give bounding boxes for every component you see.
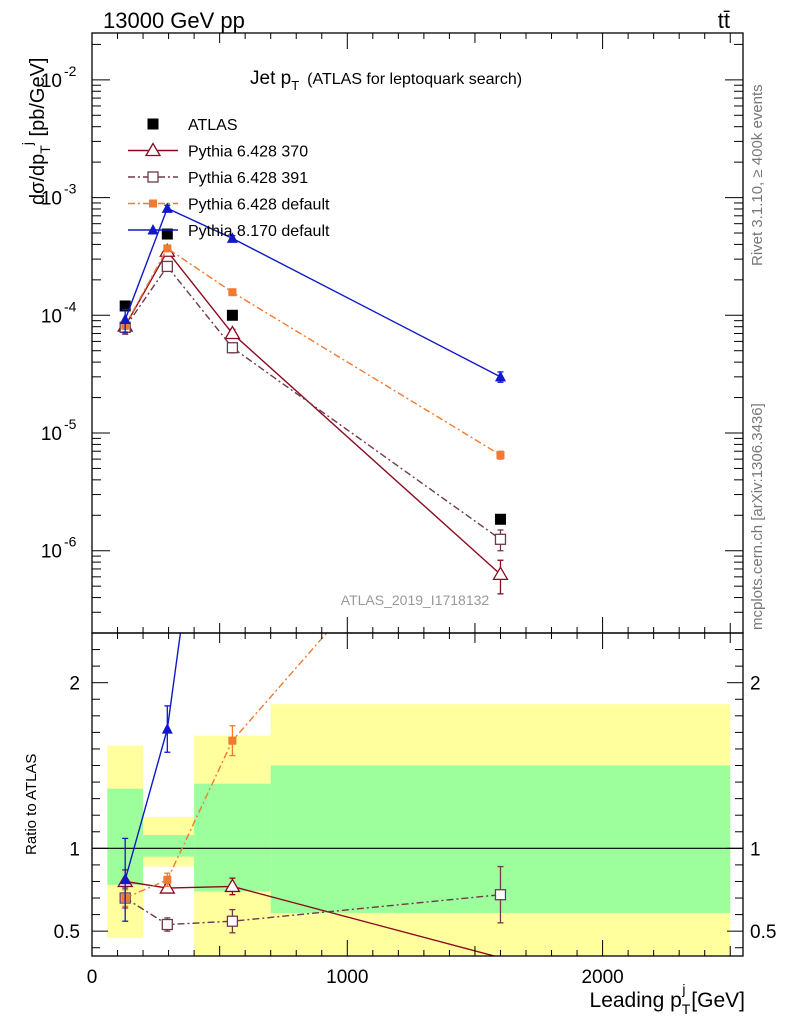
ratio-y-tick-label-left: 1 <box>69 839 80 860</box>
data-point-atlas <box>161 228 173 240</box>
data-point-pythia-6-428-391 <box>226 342 239 354</box>
ratio-point-pythia-6-428-391 <box>494 889 507 901</box>
data-point-pythia-6-428-391 <box>161 260 173 273</box>
legend-marker-pythia-6-428-391 <box>147 171 159 183</box>
series-line-pythia-8-170-default <box>124 207 501 378</box>
data-point-pythia-8-170-default <box>119 313 131 325</box>
y-tick-label-top-exp: -4 <box>64 298 77 314</box>
ratio-point-pythia-6-428-391 <box>161 918 173 931</box>
mcplots-label: mcplots.cern.ch [arXiv:1306.3436] <box>749 403 766 630</box>
ratio-point-pythia-6-428-default <box>163 875 172 884</box>
top-panel-series <box>117 202 509 595</box>
chart-title-main: Jet p <box>250 68 291 89</box>
x-axis-label: Leading pTj [GeV] <box>590 981 745 1017</box>
ratio-line-pythia-8-170-default <box>124 633 182 880</box>
series-line-pythia-6-428-391 <box>124 265 501 540</box>
ratio-point-pythia-6-428-391 <box>226 915 239 927</box>
data-point-pythia-8-170-default <box>226 232 238 243</box>
y-tick-label-top: 10 <box>41 306 62 327</box>
ratio-point-pythia-6-428-370 <box>224 878 241 893</box>
x-tick-label: 0 <box>87 967 98 988</box>
y-axis-label-top: dσ/dpTj [pb/GeV] <box>19 58 53 205</box>
y-tick-label-top: 10 <box>41 189 62 210</box>
analysis-id: ATLAS_2019_I1718132 <box>341 592 490 608</box>
data-point-pythia-6-428-370 <box>492 566 509 580</box>
ratio-line-pythia-6-428-default <box>124 633 328 899</box>
process-label: 13000 GeV pp <box>103 8 245 33</box>
ratio-y-tick-label-right: 2 <box>750 674 761 695</box>
ratio-line-pythia-6-428-370 <box>125 880 497 956</box>
y-tick-label-top-exp: -5 <box>64 416 77 432</box>
ratio-point-pythia-8-170-default <box>119 873 131 885</box>
legend-marker-pythia-6-428-default <box>149 199 157 208</box>
green-band <box>194 783 271 892</box>
y-tick-label-top: 10 <box>41 424 62 445</box>
ratio-y-tick-label-left: 0.5 <box>54 922 80 943</box>
axis-ticks <box>91 33 743 956</box>
uncertainty-bands <box>107 704 731 956</box>
chart-title-rest: (ATLAS for leptoquark search) <box>307 71 522 88</box>
legend: ATLAS Pythia 6.428 370 Pythia 6.428 391 Pyt… <box>128 117 330 240</box>
y-tick-label-top-exp: -2 <box>64 63 77 79</box>
y-tick-label-top: 10 <box>41 71 62 92</box>
y-tick-label-top-exp: -3 <box>64 181 77 197</box>
x-tick-label: 1000 <box>326 967 368 988</box>
data-point-pythia-8-170-default <box>494 370 506 382</box>
chart-title: Jet pT (ATLAS for leptoquark search) <box>250 68 522 93</box>
ratio-point-pythia-6-428-default <box>228 736 237 745</box>
data-point-pythia-6-428-default <box>228 288 237 297</box>
ratio-point-pythia-6-428-370 <box>159 879 176 894</box>
chart-title-sub: T <box>291 78 299 93</box>
rivet-label: Rivet 3.1.10, ≥ 400k events <box>749 84 766 266</box>
legend-label-pythia-6-428-391: Pythia 6.428 391 <box>188 170 308 187</box>
ratio-y-tick-label-left: 2 <box>69 674 80 695</box>
data-point-pythia-6-428-391 <box>494 533 507 545</box>
series-line-pythia-6-428-370 <box>124 249 501 575</box>
y-tick-label-top-exp: -6 <box>64 534 77 550</box>
legend-marker-atlas <box>147 118 159 130</box>
data-point-atlas <box>119 300 131 312</box>
legend-label-pythia-6-428-default: Pythia 6.428 default <box>188 197 330 214</box>
legend-label-pythia-6-428-370: Pythia 6.428 370 <box>188 144 308 161</box>
legend-label-pythia-8-170-default: Pythia 8.170 default <box>188 223 330 240</box>
ratio-y-tick-label-right: 0.5 <box>750 922 776 943</box>
ratio-panel-frame <box>91 632 744 957</box>
data-point-pythia-6-428-default <box>163 244 172 253</box>
data-point-pythia-6-428-370 <box>224 325 241 340</box>
ratio-point-pythia-8-170-default <box>161 723 173 734</box>
y-axis-label-ratio: Ratio to ATLAS <box>23 754 40 855</box>
data-point-pythia-8-170-default <box>161 202 173 213</box>
legend-marker-pythia-6-428-370 <box>144 142 162 157</box>
data-point-atlas <box>226 309 238 321</box>
y-tick-label-top: 10 <box>41 542 62 563</box>
legend-marker-pythia-8-170-default <box>147 224 159 235</box>
ratio-y-tick-label-right: 1 <box>750 839 761 860</box>
data-point-atlas <box>494 513 506 525</box>
ratio-panel-series <box>117 633 507 956</box>
legend-label-atlas: ATLAS <box>188 117 238 134</box>
final-state-label: tt̄ <box>718 8 730 33</box>
data-point-pythia-6-428-default <box>496 451 505 460</box>
x-tick-label: 2000 <box>581 967 623 988</box>
